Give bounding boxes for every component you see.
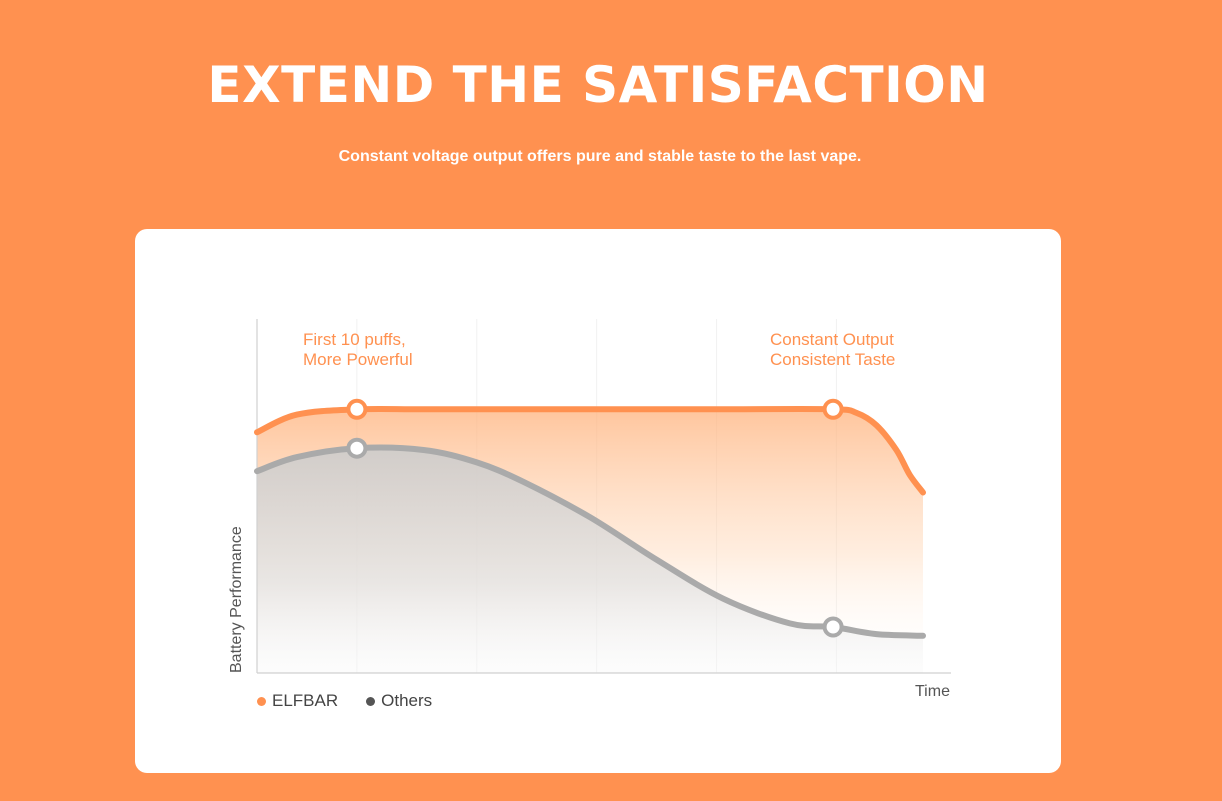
y-axis-label: Battery Performance: [228, 526, 245, 673]
area-others: [257, 447, 923, 673]
marker-elfbar-2: [822, 398, 844, 420]
marker-others-2: [822, 616, 844, 638]
chart-card: First 10 puffs, More Powerful Constant O…: [135, 229, 1061, 773]
marker-elfbar-1: [346, 398, 368, 420]
legend-dot-others: [366, 696, 376, 706]
x-axis-label: Time: [915, 683, 950, 700]
page-subtitle: Constant voltage output offers pure and …: [338, 148, 862, 165]
marker-others-1: [346, 437, 368, 459]
annotation-right-line-1: Constant Output: [770, 330, 894, 349]
annotation-left-line-2: More Powerful: [303, 350, 413, 369]
legend-label-others: Others: [381, 691, 433, 710]
battery-performance-chart: First 10 puffs, More Powerful Constant O…: [228, 319, 951, 700]
chart-markers: [346, 398, 844, 638]
chart-legend: ELFBAR Others: [257, 691, 460, 711]
legend-item-elfbar: ELFBAR: [257, 691, 338, 711]
legend-dot-elfbar: [257, 696, 266, 706]
page-title: EXTEND THE SATISFACTION: [207, 56, 989, 114]
legend-label-elfbar: ELFBAR: [272, 691, 339, 710]
annotation-right-line-2: Consistent Taste: [770, 350, 895, 369]
chart-areas: [257, 408, 923, 673]
legend-item-others: Others: [366, 691, 432, 711]
annotation-left-line-1: First 10 puffs,: [303, 330, 406, 349]
